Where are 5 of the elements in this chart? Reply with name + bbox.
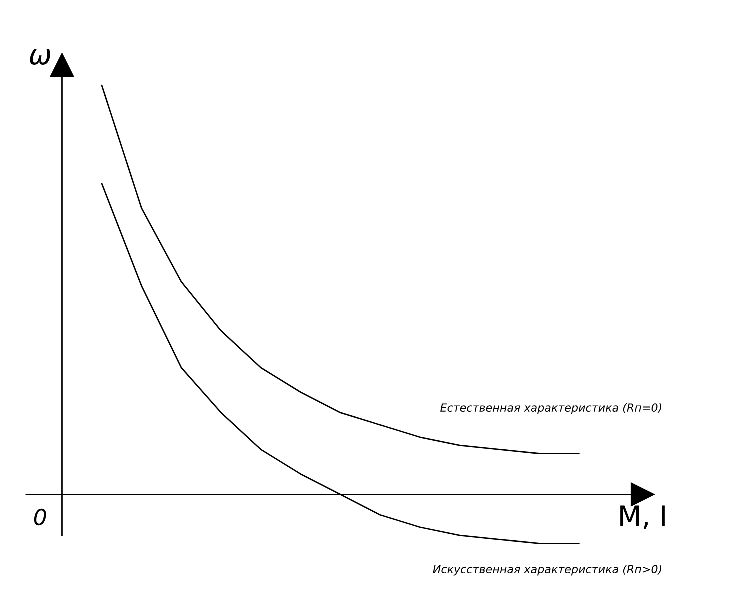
text: Искусственная характеристика (Rп>0) bbox=[433, 564, 662, 576]
text: 0 bbox=[34, 508, 46, 526]
y-axis-title: ω bbox=[30, 49, 50, 66]
x-axis-title: M, I bbox=[620, 506, 665, 530]
text: Естественная характеристика (Rп=0) bbox=[440, 403, 662, 414]
